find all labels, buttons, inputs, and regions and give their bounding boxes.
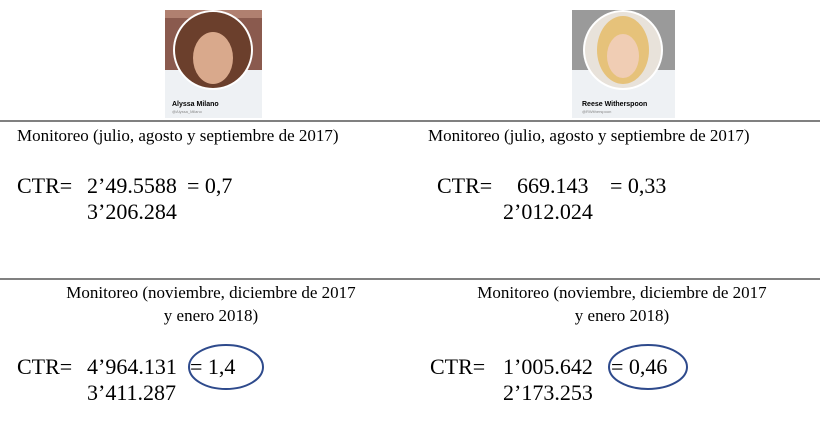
denominator: 2’012.024 <box>503 199 593 224</box>
result: = 0,33 <box>610 173 666 198</box>
profile-card: Alyssa Milano @Alyssa_Milano <box>165 10 262 118</box>
numerator: 4’964.131 <box>87 354 177 379</box>
profile-handle: @RWitherspoon <box>582 109 611 114</box>
result: = 0,46 <box>611 354 667 379</box>
highlight-ellipse <box>608 344 688 390</box>
cell-title: y enero 2018) <box>575 306 669 325</box>
profile-card: Reese Witherspoon @RWitherspoon <box>572 10 675 118</box>
ctr-label: CTR= <box>17 354 72 379</box>
result: = 1,4 <box>190 354 235 379</box>
profile-name: Reese Witherspoon <box>582 101 647 108</box>
numerator: 2’49.5588 <box>87 173 177 198</box>
numerator: 669.143 <box>517 173 589 198</box>
profile-handle: @Alyssa_Milano <box>172 109 203 114</box>
cell-title: Monitoreo (noviembre, diciembre de 2017 <box>477 283 767 302</box>
cell-title: Monitoreo (julio, agosto y septiembre de… <box>428 126 750 145</box>
profile-name: Alyssa Milano <box>172 101 219 108</box>
cell-title: Monitoreo (noviembre, diciembre de 2017 <box>66 283 356 302</box>
cell-title: y enero 2018) <box>164 306 258 325</box>
highlight-ellipse <box>188 344 264 390</box>
denominator: 3’206.284 <box>87 199 177 224</box>
numerator: 1’005.642 <box>503 354 593 379</box>
cell-title: Monitoreo (julio, agosto y septiembre de… <box>17 126 339 145</box>
ctr-label: CTR= <box>430 354 485 379</box>
ctr-label: CTR= <box>437 173 492 198</box>
result: = 0,7 <box>187 173 232 198</box>
ctr-label: CTR= <box>17 173 72 198</box>
denominator: 2’173.253 <box>503 380 593 405</box>
denominator: 3’411.287 <box>87 380 176 405</box>
